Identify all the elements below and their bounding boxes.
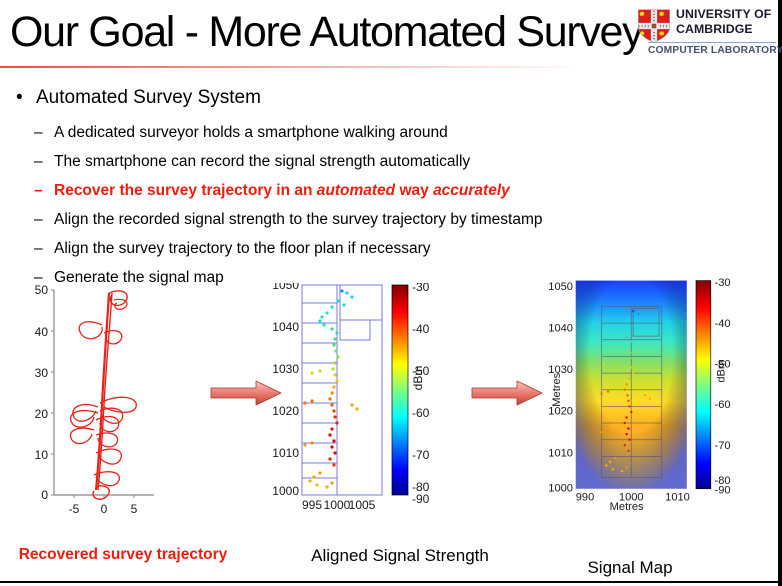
svg-text:0: 0 bbox=[41, 488, 48, 502]
svg-text:Metres: Metres bbox=[551, 372, 563, 406]
svg-text:1050: 1050 bbox=[272, 283, 299, 292]
svg-text:1000: 1000 bbox=[272, 484, 299, 498]
svg-text:1010: 1010 bbox=[272, 446, 299, 460]
svg-text:990: 990 bbox=[576, 492, 595, 504]
svg-text:995: 995 bbox=[302, 498, 322, 512]
svg-text:0: 0 bbox=[101, 502, 108, 516]
svg-text:-30: -30 bbox=[715, 278, 731, 289]
svg-text:40: 40 bbox=[35, 325, 49, 339]
svg-text:1040: 1040 bbox=[548, 322, 573, 334]
svg-text:Metres: Metres bbox=[610, 501, 644, 513]
svg-text:-40: -40 bbox=[412, 322, 430, 336]
svg-text:5: 5 bbox=[131, 502, 138, 516]
svg-text:50: 50 bbox=[35, 285, 49, 297]
svg-text:-70: -70 bbox=[412, 448, 430, 462]
svg-text:1030: 1030 bbox=[272, 362, 299, 376]
svg-text:-70: -70 bbox=[715, 440, 731, 452]
svg-text:1020: 1020 bbox=[272, 404, 299, 418]
svg-text:-60: -60 bbox=[412, 406, 430, 420]
svg-text:dBm: dBm bbox=[716, 360, 728, 383]
svg-text:1050: 1050 bbox=[548, 281, 573, 293]
svg-text:-5: -5 bbox=[69, 502, 80, 516]
svg-text:-90: -90 bbox=[412, 492, 430, 506]
svg-text:1005: 1005 bbox=[349, 498, 376, 512]
svg-text:-60: -60 bbox=[715, 399, 731, 411]
svg-text:1010: 1010 bbox=[548, 447, 573, 459]
svg-text:dBm: dBm bbox=[411, 366, 425, 391]
svg-text:30: 30 bbox=[35, 366, 49, 380]
svg-text:10: 10 bbox=[35, 448, 49, 462]
svg-text:1010: 1010 bbox=[665, 492, 690, 504]
svg-text:1040: 1040 bbox=[272, 320, 299, 334]
svg-text:20: 20 bbox=[35, 407, 49, 421]
svg-text:-30: -30 bbox=[412, 283, 430, 294]
svg-text:1000: 1000 bbox=[548, 483, 573, 495]
svg-text:-40: -40 bbox=[715, 318, 731, 330]
svg-text:1000: 1000 bbox=[324, 498, 351, 512]
svg-text:-90: -90 bbox=[715, 484, 731, 496]
